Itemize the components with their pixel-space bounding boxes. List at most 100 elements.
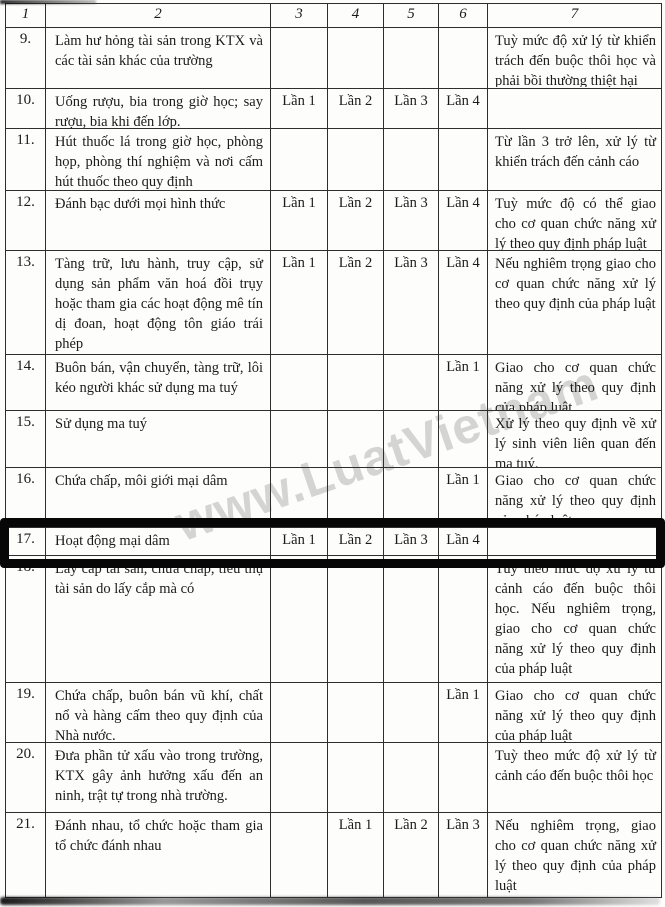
- table-row: 12. Đánh bạc dưới mọi hình thức Lần 1 Lầ…: [5, 190, 662, 251]
- row-number: 21.: [5, 812, 46, 898]
- offense-cell: Buôn bán, vận chuyển, tàng trữ, lôi kéo …: [45, 354, 271, 411]
- lan-cell: Lần 1: [270, 88, 328, 129]
- action-text: Tuỳ mức độ có thể giao cho cơ quan chức …: [495, 196, 656, 250]
- lan-cell: [270, 812, 328, 898]
- lan-cell: Lần 3: [383, 527, 439, 556]
- action-cell: Tuỳ theo mức độ xử lý từ cảnh cáo đến bu…: [487, 555, 662, 683]
- lan-cell: [383, 410, 439, 468]
- lan-cell: [438, 128, 488, 191]
- lan-cell: [383, 682, 439, 743]
- action-cell: Nếu nghiêm trọng giao cho cơ quan chức n…: [487, 250, 662, 355]
- offense-text: Hút thuốc lá trong giờ học, phòng họp, p…: [55, 134, 263, 190]
- col-header-5: 5: [383, 3, 439, 28]
- offense-text: Uống rượu, bia trong giờ học; say rượu, …: [55, 94, 263, 128]
- lan-cell: Lần 1: [438, 467, 488, 528]
- action-text: Nếu nghiêm trọng, giao cho cơ quan chức …: [495, 818, 656, 894]
- offense-text: Buôn bán, vận chuyển, tàng trữ, lôi kéo …: [55, 360, 263, 396]
- offense-cell: Làm hư hỏng tài sản trong KTX và các tài…: [45, 27, 271, 89]
- lan-cell: Lần 1: [327, 812, 384, 898]
- lan-cell: [383, 27, 439, 89]
- lan-cell: [270, 467, 328, 528]
- lan-cell: Lần 1: [270, 527, 328, 556]
- table-row: 19. Chứa chấp, buôn bán vũ khí, chất nổ …: [5, 682, 662, 743]
- table-row: 14. Buôn bán, vận chuyển, tàng trữ, lôi …: [5, 354, 662, 411]
- action-cell: Tuỳ mức độ xử lý từ khiển trách đến buộc…: [487, 27, 662, 89]
- lan-cell: Lần 3: [383, 250, 439, 355]
- action-text: Tuỳ mức độ xử lý từ khiển trách đến buộc…: [495, 33, 656, 87]
- col-header-2: 2: [45, 3, 271, 28]
- row-number: 14.: [5, 354, 46, 411]
- lan-cell: Lần 3: [383, 88, 439, 129]
- lan-cell: Lần 2: [327, 88, 384, 129]
- lan-cell: [383, 742, 439, 813]
- action-text: Xử lý theo quy định về xử lý sinh viên l…: [495, 416, 656, 467]
- table-row: 16. Chứa chấp, môi giới mại dâm Lần 1 Gi…: [5, 467, 662, 528]
- lan-cell: [438, 742, 488, 813]
- table-row: 21. Đánh nhau, tổ chức hoặc tham gia tổ …: [5, 812, 662, 898]
- lan-cell: [327, 555, 384, 683]
- lan-cell: [270, 742, 328, 813]
- lan-cell: Lần 4: [438, 250, 488, 355]
- offense-cell: Hút thuốc lá trong giờ học, phòng họp, p…: [45, 128, 271, 191]
- row-number: 12.: [5, 190, 46, 251]
- lan-cell: [383, 354, 439, 411]
- action-cell: [487, 88, 662, 129]
- action-cell: Xử lý theo quy định về xử lý sinh viên l…: [487, 410, 662, 468]
- lan-cell: [327, 27, 384, 89]
- offense-text: Làm hư hỏng tài sản trong KTX và các tài…: [55, 33, 263, 69]
- action-text: Giao cho cơ quan chức năng xử lý theo qu…: [495, 688, 656, 742]
- table-header-row: 1 2 3 4 5 6 7: [5, 3, 662, 28]
- table-row: 18. Lấy cắp tài sản, chứa chấp, tiêu thụ…: [5, 555, 662, 683]
- row-number: 18.: [5, 555, 46, 683]
- offense-cell: Đánh nhau, tổ chức hoặc tham gia tổ chức…: [45, 812, 271, 898]
- action-cell: Giao cho cơ quan chức năng xử lý theo qu…: [487, 682, 662, 743]
- table-row: 15. Sử dụng ma tuý Xử lý theo quy định v…: [5, 410, 662, 468]
- lan-cell: [438, 410, 488, 468]
- row-number: 10.: [5, 88, 46, 129]
- row-number: 13.: [5, 250, 46, 355]
- bottom-scan-smudge: [0, 897, 660, 905]
- lan-cell: Lần 2: [327, 190, 384, 251]
- lan-cell: Lần 4: [438, 88, 488, 129]
- col-header-1: 1: [5, 3, 46, 28]
- table-row: 13. Tàng trữ, lưu hành, truy cập, sử dụn…: [5, 250, 662, 355]
- row-number: 19.: [5, 682, 46, 743]
- row-number: 20.: [5, 742, 46, 813]
- col-header-6: 6: [438, 3, 488, 28]
- lan-cell: [438, 27, 488, 89]
- offense-cell: Sử dụng ma tuý: [45, 410, 271, 468]
- action-text: [489, 90, 661, 128]
- action-text: Giao cho cơ quan chức năng xử lý theo qu…: [495, 473, 656, 527]
- offense-text: Tàng trữ, lưu hành, truy cập, sử dụng sả…: [55, 256, 263, 352]
- offense-text: Đánh nhau, tổ chức hoặc tham gia tổ chức…: [55, 818, 263, 854]
- action-cell: Giao cho cơ quan chức năng xử lý theo qu…: [487, 467, 662, 528]
- action-cell: Giao cho cơ quan chức năng xử lý theo qu…: [487, 354, 662, 411]
- col-header-4: 4: [327, 3, 384, 28]
- lan-cell: Lần 2: [327, 250, 384, 355]
- lan-cell: [327, 742, 384, 813]
- lan-cell: Lần 2: [327, 527, 384, 556]
- offense-cell: Tàng trữ, lưu hành, truy cập, sử dụng sả…: [45, 250, 271, 355]
- col-header-7: 7: [487, 3, 662, 28]
- lan-cell: Lần 1: [438, 682, 488, 743]
- col-header-3: 3: [270, 3, 328, 28]
- offense-text: Đánh bạc dưới mọi hình thức: [55, 196, 226, 212]
- action-text: Từ lần 3 trở lên, xử lý từ khiển trách đ…: [495, 134, 656, 170]
- lan-cell: Lần 1: [270, 250, 328, 355]
- lan-cell: [327, 128, 384, 191]
- row-number: 16.: [5, 467, 46, 528]
- table-row: 20. Đưa phần tử xấu vào trong trường, KT…: [5, 742, 662, 813]
- offense-cell: Uống rượu, bia trong giờ học; say rượu, …: [45, 88, 271, 129]
- row-number: 9.: [5, 27, 46, 89]
- lan-cell: [383, 555, 439, 683]
- row-number: 15.: [5, 410, 46, 468]
- lan-cell: [327, 410, 384, 468]
- lan-cell: [327, 354, 384, 411]
- action-text: Tuỳ theo mức độ xử lý từ cảnh cáo đến bu…: [495, 748, 656, 784]
- offense-cell: Chứa chấp, buôn bán vũ khí, chất nổ và h…: [45, 682, 271, 743]
- lan-cell: [327, 467, 384, 528]
- offense-cell: Đưa phần tử xấu vào trong trường, KTX gâ…: [45, 742, 271, 813]
- lan-cell: [270, 410, 328, 468]
- lan-cell: [383, 128, 439, 191]
- lan-cell: Lần 1: [270, 190, 328, 251]
